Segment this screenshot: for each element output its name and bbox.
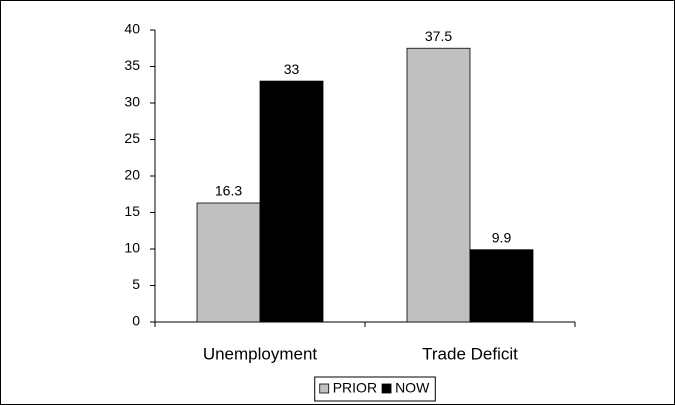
bar — [259, 80, 324, 323]
y-tick-label: 25 — [124, 130, 140, 146]
y-tick-label: 20 — [124, 167, 140, 183]
y-tick-label: 30 — [124, 94, 140, 110]
x-tick-label: Unemployment — [203, 344, 318, 363]
y-tick-label: 35 — [124, 57, 140, 73]
y-tick-label: 5 — [132, 276, 140, 292]
bar — [196, 202, 261, 323]
bar — [406, 47, 471, 323]
legend-swatch — [319, 383, 330, 394]
legend-label: NOW — [395, 380, 430, 396]
y-tick-label: 0 — [132, 313, 140, 329]
legend-box — [314, 376, 436, 402]
y-tick-label: 40 — [124, 21, 140, 37]
bar — [469, 249, 534, 323]
legend-label: PRIOR — [333, 380, 377, 396]
legend-swatch — [381, 383, 392, 394]
y-tick-label: 10 — [124, 240, 140, 256]
data-label: 16.3 — [215, 183, 242, 199]
data-label: 37.5 — [425, 28, 452, 44]
data-label: 33 — [284, 61, 300, 77]
x-tick-label: Trade Deficit — [422, 344, 518, 363]
data-label: 9.9 — [492, 229, 512, 245]
y-tick-label: 15 — [124, 203, 140, 219]
